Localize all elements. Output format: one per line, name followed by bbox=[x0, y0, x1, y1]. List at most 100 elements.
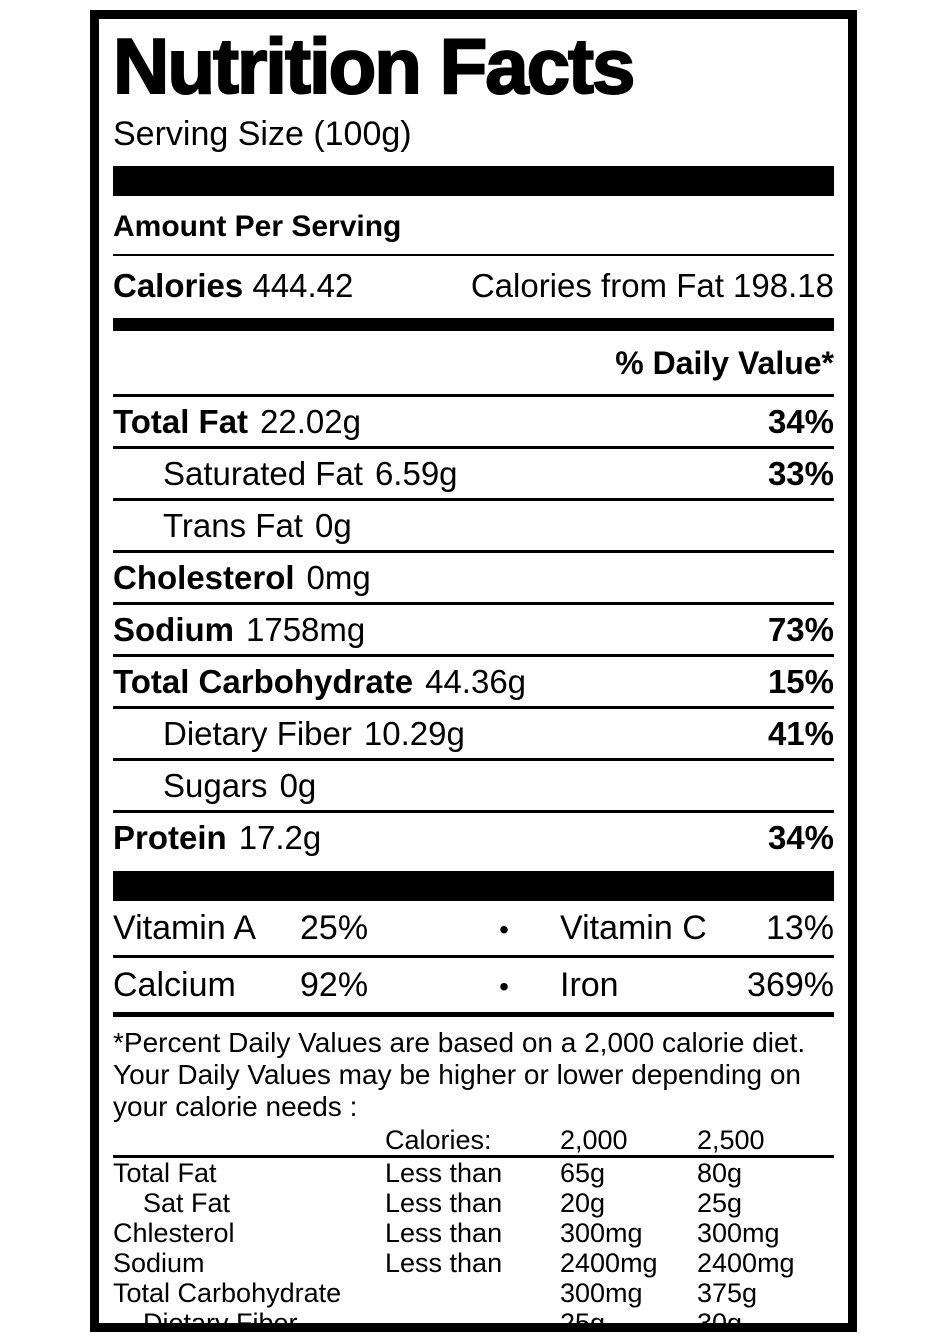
ref-v2000: 300mg bbox=[560, 1277, 643, 1308]
nutrient-row-total-fat: Total Fat 22.02g 34% bbox=[113, 397, 834, 449]
nutrient-row-cholesterol: Cholesterol 0mg bbox=[113, 553, 834, 605]
nutrient-row-dietary-fiber: Dietary Fiber 10.29g 41% bbox=[113, 709, 834, 761]
nutrient-amount: 22.02g bbox=[260, 402, 361, 440]
ref-name: Total Carbohydrate bbox=[113, 1277, 342, 1308]
ref-name: Sat Fat bbox=[143, 1187, 231, 1218]
bullet-icon: • bbox=[499, 970, 509, 1002]
vitamin-left-value: 92% bbox=[300, 965, 369, 1004]
nutrient-amount: 10.29g bbox=[363, 714, 465, 752]
ref-qualifier: Less than bbox=[385, 1157, 503, 1188]
vitamin-right-label: Vitamin C bbox=[560, 908, 707, 947]
ref-v2000: 25g bbox=[560, 1307, 606, 1332]
footnote-line-1: *Percent Daily Values are based on a 2,0… bbox=[113, 1026, 806, 1058]
vitamin-right-value: 369% bbox=[747, 965, 834, 1004]
vitamin-right: Iron 369% bbox=[560, 966, 834, 1005]
nutrient-name: Trans Fat bbox=[163, 506, 303, 544]
ref-v2500: 25g bbox=[697, 1187, 743, 1218]
ref-qualifier: Less than bbox=[385, 1187, 503, 1218]
nutrient-name: Total Carbohydrate bbox=[113, 662, 414, 700]
nutrient-dv: 15% bbox=[767, 662, 834, 700]
ref-name: Dietary Fiber bbox=[143, 1307, 298, 1332]
nutrition-facts-label: Nutrition Facts Serving Size (100g) Amou… bbox=[90, 10, 857, 1332]
nutrient-name: Cholesterol bbox=[113, 558, 295, 596]
ref-v2500: 30g bbox=[697, 1307, 743, 1332]
ref-name: Sodium bbox=[113, 1247, 205, 1278]
ref-v2000: 20g bbox=[560, 1187, 606, 1218]
footnote: *Percent Daily Values are based on a 2,0… bbox=[113, 1017, 834, 1123]
ref-v2500: 80g bbox=[697, 1157, 743, 1188]
ref-qualifier bbox=[385, 1278, 560, 1308]
ref-name: Total Fat bbox=[113, 1157, 217, 1188]
nutrient-row-trans-fat: Trans Fat 0g bbox=[113, 501, 834, 553]
nutrient-amount: 44.36g bbox=[425, 662, 527, 700]
ref-header-calories: Calories: bbox=[385, 1124, 492, 1155]
nutrient-row-sugars: Sugars 0g bbox=[113, 761, 834, 813]
bullet-icon: • bbox=[499, 913, 509, 945]
calories-row: Calories 444.42 Calories from Fat 198.18 bbox=[113, 256, 834, 318]
ref-v2500: 300mg bbox=[697, 1217, 780, 1248]
nutrient-amount: 0g bbox=[314, 506, 352, 544]
nutrient-name: Dietary Fiber bbox=[163, 714, 352, 752]
nutrient-row-total-carbohydrate: Total Carbohydrate 44.36g 15% bbox=[113, 657, 834, 709]
calories-from-fat: Calories from Fat 198.18 bbox=[470, 266, 834, 304]
nutrient-amount: 6.59g bbox=[374, 454, 458, 492]
vitamin-row-a-c: Vitamin A 25% • Vitamin C 13% bbox=[113, 901, 834, 958]
ref-v2000: 2400mg bbox=[560, 1247, 658, 1278]
nutrient-name: Sodium bbox=[113, 610, 234, 648]
vitamin-right-label: Iron bbox=[560, 965, 619, 1004]
vitamin-left-value: 25% bbox=[300, 908, 369, 947]
nutrient-name: Protein bbox=[113, 818, 227, 856]
ref-name: Chlesterol bbox=[113, 1217, 235, 1248]
ref-row-cholesterol: Chlesterol Less than 300mg 300mg bbox=[113, 1218, 834, 1248]
ref-row-dietary-fiber: Dietary Fiber 25g 30g bbox=[113, 1307, 834, 1332]
daily-value-header: % Daily Value* bbox=[113, 331, 834, 397]
separator-bar-top bbox=[113, 165, 834, 196]
ref-qualifier bbox=[385, 1308, 560, 1323]
ref-header-2500: 2,500 bbox=[697, 1124, 765, 1155]
calories-label: Calories bbox=[113, 266, 244, 304]
ref-header-blank bbox=[113, 1125, 385, 1155]
nutrient-row-saturated-fat: Saturated Fat 6.59g 33% bbox=[113, 449, 834, 501]
nutrient-amount: 17.2g bbox=[238, 818, 322, 856]
footnote-line-3: your calorie needs : bbox=[113, 1090, 358, 1122]
nutrient-name: Saturated Fat bbox=[163, 454, 363, 492]
nutrient-dv: 34% bbox=[767, 818, 834, 856]
serving-size: Serving Size (100g) bbox=[113, 114, 412, 153]
ref-v2500: 375g bbox=[697, 1277, 758, 1308]
ref-row-total-carbohydrate: Total Carbohydrate 300mg 375g bbox=[113, 1278, 834, 1308]
ref-qualifier: Less than bbox=[385, 1217, 503, 1248]
nutrient-dv: 33% bbox=[767, 454, 834, 492]
ref-row-sat-fat: Sat Fat Less than 20g 25g bbox=[113, 1188, 834, 1218]
nutrient-row-protein: Protein 17.2g 34% bbox=[113, 813, 834, 865]
vitamin-right-value: 13% bbox=[765, 908, 834, 947]
calories-left: Calories 444.42 bbox=[113, 267, 353, 305]
vitamin-row-calcium-iron: Calcium 92% • Iron 369% bbox=[113, 958, 834, 1017]
amount-per-serving-heading: Amount Per Serving bbox=[113, 196, 834, 256]
ref-row-sodium: Sodium Less than 2400mg 2400mg bbox=[113, 1248, 834, 1278]
nutrient-dv: 73% bbox=[767, 610, 834, 648]
label-title: Nutrition Facts bbox=[112, 22, 636, 110]
ref-qualifier: Less than bbox=[385, 1247, 503, 1278]
vitamin-left-label: Vitamin A bbox=[113, 908, 257, 947]
ref-row-total-fat: Total Fat Less than 65g 80g bbox=[113, 1158, 834, 1188]
ref-v2000: 300mg bbox=[560, 1217, 643, 1248]
ref-v2500: 2400mg bbox=[697, 1247, 795, 1278]
ref-header-2000: 2,000 bbox=[560, 1124, 628, 1155]
footnote-line-2: Your Daily Values may be higher or lower… bbox=[113, 1058, 801, 1090]
ref-v2000: 65g bbox=[560, 1157, 606, 1188]
nutrient-name: Sugars bbox=[163, 766, 268, 804]
nutrient-dv: 41% bbox=[767, 714, 834, 752]
separator-bar-mid bbox=[113, 317, 834, 331]
separator-bar-bottom bbox=[113, 870, 834, 901]
nutrient-amount: 1758mg bbox=[246, 610, 366, 648]
vitamin-right: Vitamin C 13% bbox=[560, 909, 834, 948]
vitamin-left-label: Calcium bbox=[113, 965, 236, 1004]
nutrient-row-sodium: Sodium 1758mg 73% bbox=[113, 605, 834, 657]
nutrient-name: Total Fat bbox=[113, 402, 249, 440]
reference-table: Calories: 2,000 2,500 Total Fat Less tha… bbox=[113, 1125, 834, 1332]
nutrient-dv: 34% bbox=[767, 402, 834, 440]
reference-table-header: Calories: 2,000 2,500 bbox=[113, 1125, 834, 1158]
calories-value: 444.42 bbox=[252, 266, 354, 304]
nutrient-amount: 0g bbox=[279, 766, 317, 804]
nutrient-amount: 0mg bbox=[306, 558, 371, 596]
